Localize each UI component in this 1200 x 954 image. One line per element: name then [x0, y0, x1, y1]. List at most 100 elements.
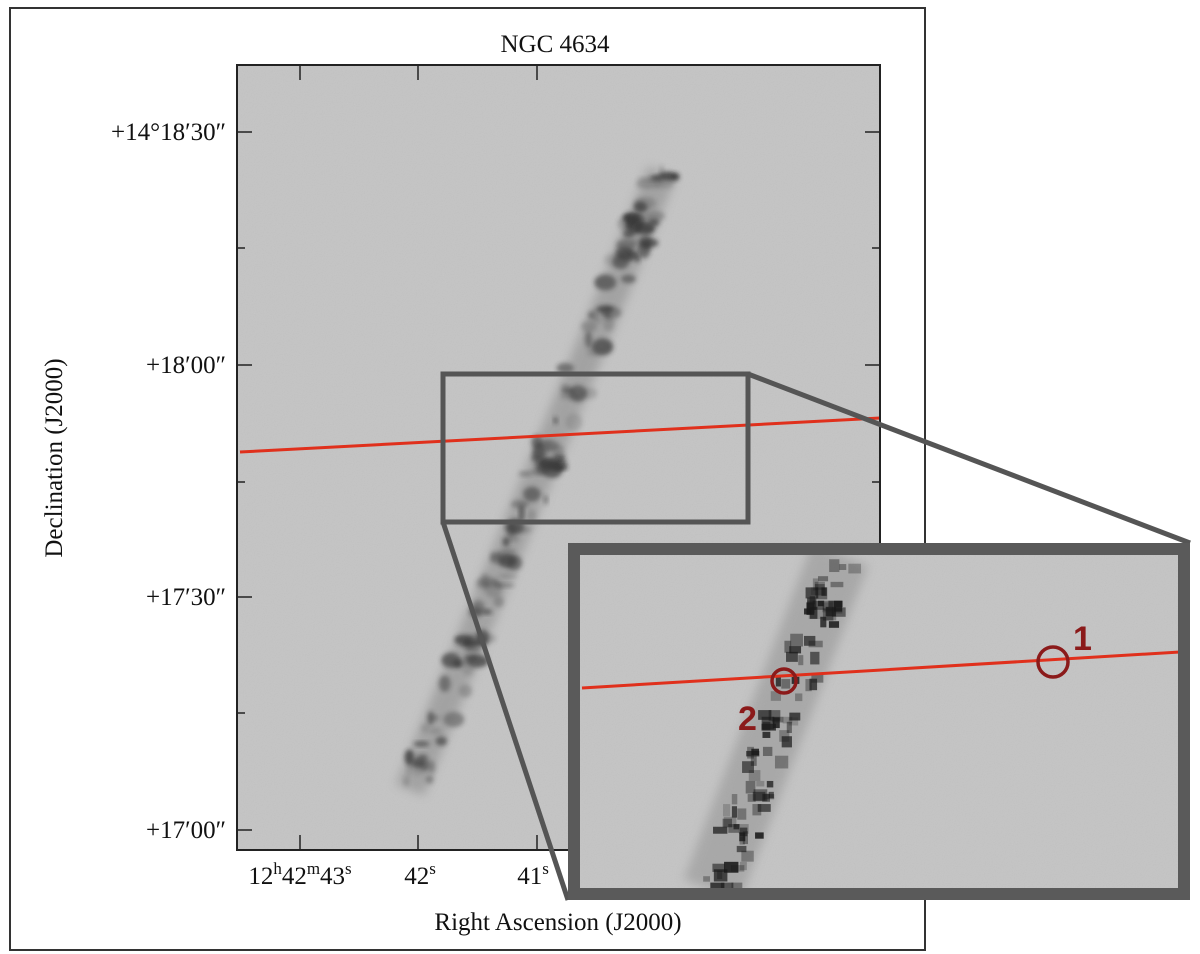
tick-number: 43 [320, 863, 345, 890]
galaxy-pixel [755, 832, 764, 839]
tick-unit: s [542, 859, 549, 878]
galaxy-pixel [829, 559, 840, 573]
y-tick-label: +14°18′30″ [111, 119, 226, 146]
galaxy-pixel [821, 587, 827, 596]
x-tick-label: 42s [404, 859, 436, 890]
marker-circle [1036, 645, 1070, 679]
galaxy-pixel [752, 791, 766, 801]
galaxy-pixel [814, 581, 825, 590]
tick-unit: m [307, 859, 320, 878]
galaxy-pixel [810, 651, 820, 665]
galaxy-pixel [720, 882, 734, 888]
galaxy-pixel [786, 651, 798, 662]
galaxy-pixel [839, 564, 847, 571]
galaxy-pixel [712, 863, 726, 872]
x-tick-label: 12h42m43s [248, 859, 351, 890]
zoom-line [747, 371, 1191, 546]
slit-line [239, 416, 880, 454]
tick-unit: s [345, 859, 352, 878]
galaxy-pixel [756, 780, 765, 787]
galaxy-pixel [772, 716, 784, 723]
galaxy-pixel [739, 832, 746, 842]
y-axis-label: Declination (J2000) [41, 358, 68, 557]
galaxy-pixel [750, 755, 757, 766]
galaxy-pixel [825, 606, 836, 617]
galaxy-pixel [757, 804, 771, 812]
title: NGC 4634 [500, 31, 610, 58]
galaxy-pixel [723, 816, 737, 828]
galaxy-pixel [784, 640, 792, 653]
galaxy-pixel [766, 780, 774, 788]
galaxy-pixel [830, 581, 844, 588]
galaxy-pixel [817, 600, 824, 607]
galaxy-pixel [782, 716, 793, 724]
galaxy-pixel [809, 596, 815, 605]
galaxy-pixel [823, 600, 834, 611]
galaxy-pixel [731, 806, 738, 818]
galaxy-pixel [731, 865, 745, 872]
galaxy-pixel [713, 826, 728, 834]
galaxy-pixel [775, 676, 781, 687]
galaxy-pixel [752, 804, 762, 816]
galaxy-pixel [724, 861, 739, 873]
y-tick-label: +17′30″ [146, 584, 226, 611]
galaxy-pixel [805, 587, 819, 599]
tick-unit: h [273, 859, 282, 878]
galaxy-pixel [762, 793, 770, 802]
tick-number: 41 [517, 863, 542, 890]
galaxy-pixel [741, 850, 754, 862]
galaxy-pixel [812, 578, 819, 591]
galaxy-pixel [848, 563, 862, 574]
slit-line [581, 650, 1178, 690]
galaxy-pixel [736, 845, 747, 853]
marker-circle [770, 667, 798, 695]
galaxy-pixel [804, 608, 812, 615]
galaxy-pixel [703, 876, 711, 882]
galaxy-pixel [798, 655, 804, 666]
galaxy-pixel [808, 608, 824, 620]
galaxy-pixel [826, 607, 837, 621]
plot-frame [236, 64, 881, 851]
galaxy-pixel [795, 693, 803, 702]
tick-unit: s [429, 859, 436, 878]
galaxy-pixel [739, 827, 748, 837]
galaxy-pixel [817, 576, 829, 582]
x-axis-label: Right Ascension (J2000) [434, 909, 681, 936]
galaxy-pixel [811, 674, 824, 683]
galaxy-pixel [733, 824, 740, 830]
tick-number: 12 [248, 863, 273, 890]
y-tick-label: +17′00″ [146, 817, 226, 844]
galaxy-pixel [781, 679, 791, 689]
galaxy-pixel [803, 635, 816, 646]
galaxy-pixel [722, 818, 732, 828]
galaxy-glow [396, 166, 676, 796]
galaxy-pixel [774, 755, 789, 769]
marker-label: 2 [738, 700, 757, 738]
inset: 1 2 [568, 543, 1190, 900]
galaxy-pixel [758, 710, 772, 720]
galaxy-pixel [761, 723, 776, 731]
galaxy-pixel [814, 584, 825, 596]
galaxy-pixel [713, 869, 728, 882]
galaxy-pixel [788, 717, 799, 726]
galaxy-pixel [786, 721, 792, 734]
galaxy-pixel [831, 607, 846, 617]
galaxy-pixel [762, 746, 773, 757]
galaxy-pixel [810, 587, 818, 595]
galaxy-pixel [809, 678, 818, 691]
galaxy-pixel [742, 831, 749, 845]
galaxy-pixel [781, 736, 792, 748]
galaxy-pixel [789, 646, 802, 654]
galaxy-pixel [768, 710, 781, 721]
galaxy-pixel [770, 691, 781, 701]
galaxy-pixel [772, 717, 780, 729]
zoom-box [440, 371, 751, 525]
galaxy-pixel [768, 791, 774, 799]
galaxy-pixel [748, 770, 761, 781]
galaxy-pixel [742, 761, 754, 773]
galaxy-pixel [779, 730, 790, 742]
galaxy-pixel [737, 808, 747, 820]
galaxy-pixel [739, 861, 747, 871]
galaxy-pixel [717, 870, 723, 880]
